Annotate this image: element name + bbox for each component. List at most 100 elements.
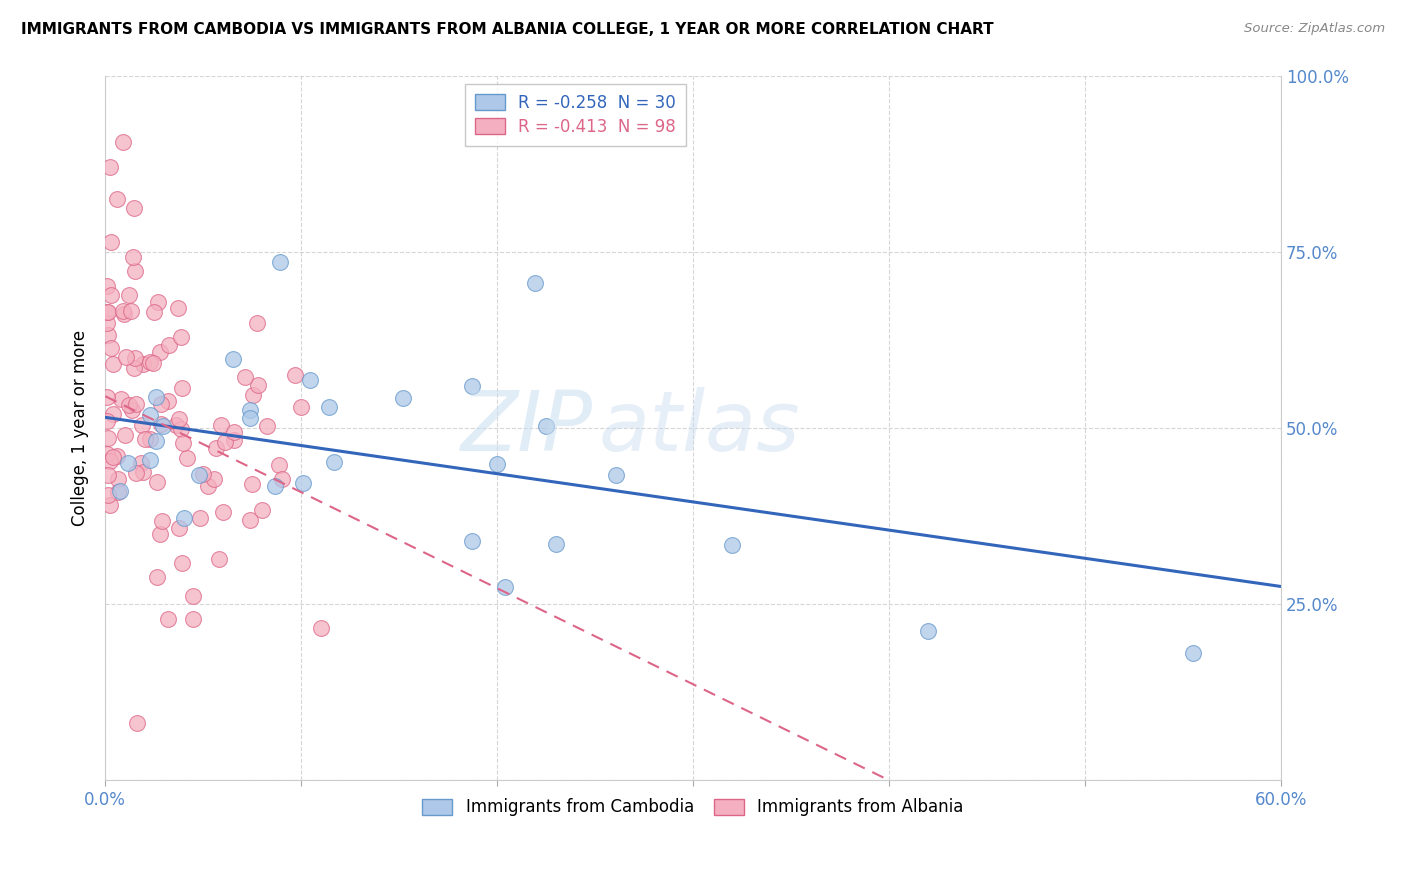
Point — [157, 338, 180, 352]
Point — [149, 345, 172, 359]
Point — [143, 305, 166, 319]
Point — [544, 537, 567, 551]
Point — [156, 393, 179, 408]
Point — [181, 612, 204, 626]
Point — [146, 570, 169, 584]
Point — [222, 351, 245, 366]
Point — [98, 160, 121, 174]
Point — [132, 465, 155, 479]
Point — [142, 356, 165, 370]
Point — [100, 341, 122, 355]
Point — [150, 514, 173, 528]
Point — [721, 539, 744, 553]
Point — [107, 484, 129, 499]
Point — [605, 468, 627, 483]
Point — [156, 612, 179, 626]
Point — [146, 294, 169, 309]
Point — [150, 397, 173, 411]
Point — [534, 419, 557, 434]
Point — [214, 434, 236, 449]
Point — [240, 477, 263, 491]
Point — [111, 135, 134, 149]
Point — [263, 479, 285, 493]
Point — [97, 487, 120, 501]
Point — [96, 304, 118, 318]
Point — [460, 379, 482, 393]
Point — [176, 450, 198, 465]
Point — [98, 453, 121, 467]
Point — [122, 250, 145, 264]
Point — [172, 435, 194, 450]
Point — [239, 513, 262, 527]
Point — [181, 589, 204, 603]
Point — [172, 381, 194, 395]
Point — [96, 316, 118, 330]
Point — [112, 307, 135, 321]
Point — [125, 466, 148, 480]
Point — [110, 392, 132, 406]
Point — [107, 192, 129, 206]
Point — [96, 390, 118, 404]
Point — [108, 484, 131, 499]
Point — [197, 478, 219, 492]
Point — [139, 408, 162, 422]
Point — [269, 255, 291, 269]
Point — [242, 388, 264, 402]
Point — [96, 414, 118, 428]
Point — [173, 510, 195, 524]
Point — [211, 505, 233, 519]
Point — [124, 351, 146, 365]
Point — [245, 316, 267, 330]
Point — [134, 432, 156, 446]
Point — [495, 580, 517, 594]
Point — [165, 418, 187, 433]
Point — [149, 526, 172, 541]
Point — [101, 407, 124, 421]
Text: ZIP: ZIP — [461, 387, 593, 468]
Point — [461, 534, 484, 549]
Point — [1181, 647, 1204, 661]
Point — [96, 279, 118, 293]
Point — [193, 467, 215, 482]
Point — [117, 287, 139, 301]
Point — [107, 472, 129, 486]
Point — [115, 351, 138, 365]
Point — [167, 521, 190, 535]
Text: IMMIGRANTS FROM CAMBODIA VS IMMIGRANTS FROM ALBANIA COLLEGE, 1 YEAR OR MORE CORR: IMMIGRANTS FROM CAMBODIA VS IMMIGRANTS F… — [21, 22, 994, 37]
Point — [222, 425, 245, 440]
Point — [167, 412, 190, 426]
Point — [125, 397, 148, 411]
Point — [270, 472, 292, 486]
Point — [250, 503, 273, 517]
Point — [290, 400, 312, 414]
Point — [256, 419, 278, 434]
Point — [233, 370, 256, 384]
Point — [224, 433, 246, 447]
Point — [96, 447, 118, 461]
Point — [139, 355, 162, 369]
Point — [204, 441, 226, 455]
Point — [152, 419, 174, 434]
Point — [247, 378, 270, 392]
Point — [239, 410, 262, 425]
Point — [318, 401, 340, 415]
Point — [100, 235, 122, 249]
Point — [121, 402, 143, 417]
Point — [309, 621, 332, 635]
Point — [524, 277, 547, 291]
Point — [139, 453, 162, 467]
Point — [101, 450, 124, 465]
Point — [114, 428, 136, 442]
Point — [291, 476, 314, 491]
Point — [170, 422, 193, 436]
Point — [146, 475, 169, 490]
Point — [284, 368, 307, 383]
Point — [209, 417, 232, 432]
Point — [170, 329, 193, 343]
Point — [188, 468, 211, 483]
Text: Source: ZipAtlas.com: Source: ZipAtlas.com — [1244, 22, 1385, 36]
Legend: Immigrants from Cambodia, Immigrants from Albania: Immigrants from Cambodia, Immigrants fro… — [415, 790, 972, 825]
Point — [131, 418, 153, 433]
Point — [120, 303, 142, 318]
Point — [124, 360, 146, 375]
